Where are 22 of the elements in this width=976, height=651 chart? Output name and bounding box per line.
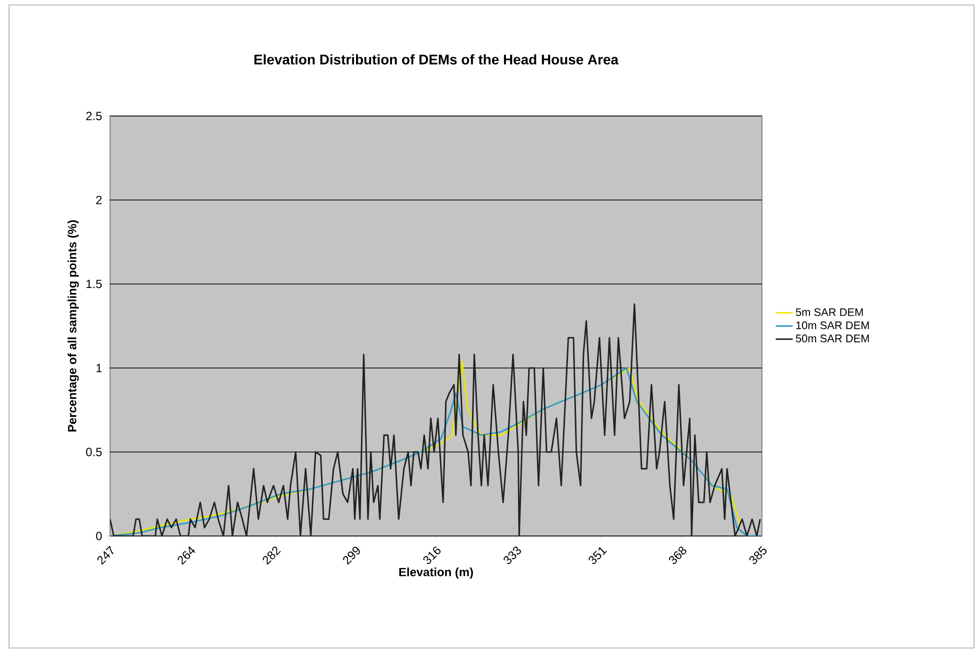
y-tick-label: 2 [96, 196, 102, 204]
y-tick-label: 1.5 [86, 280, 102, 288]
line-series [110, 303, 761, 536]
y-tick-label: 1 [96, 364, 102, 372]
chart-title: Elevation Distribution of DEMs of the Head House Area [254, 54, 619, 64]
x-tick-label: 282 [262, 546, 281, 565]
x-tick-label: 368 [668, 546, 686, 564]
y-tick-label: 0.5 [86, 448, 102, 456]
legend-label: 5m SAR DEM [796, 308, 863, 316]
y-axis-title: Percentage of all sampling points (%) [68, 220, 79, 432]
x-tick-label: 316 [423, 546, 441, 564]
legend-label: 50m SAR DEM [796, 334, 869, 342]
y-tick-label: 2.5 [86, 112, 102, 120]
x-tick-label: 333 [504, 546, 521, 564]
x-tick-label: 385 [749, 546, 767, 564]
x-tick-label: 351 [588, 547, 607, 564]
x-axis-title: Elevation (m) [399, 568, 473, 579]
y-tick-label: 0 [96, 532, 102, 540]
x-tick-label: 264 [178, 546, 196, 565]
legend-label: 10m SAR DEM [796, 321, 869, 330]
x-tick-label: 299 [343, 546, 360, 565]
x-tick-label: 247 [97, 546, 114, 565]
